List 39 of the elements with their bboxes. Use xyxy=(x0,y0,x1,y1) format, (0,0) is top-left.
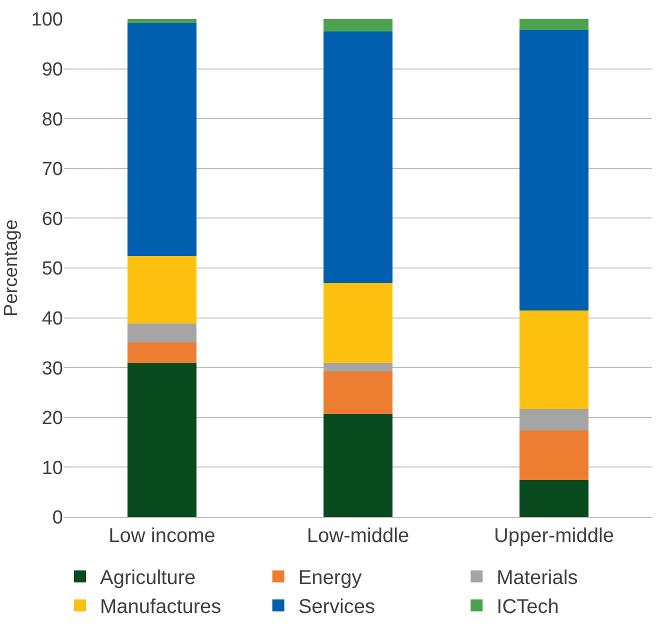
legend-label: Services xyxy=(298,596,376,618)
y-tick-label: 40 xyxy=(42,308,63,330)
y-tick-label: 90 xyxy=(42,59,63,80)
legend-label: Manufactures xyxy=(100,596,222,618)
legend-label: Agriculture xyxy=(100,567,196,590)
bar xyxy=(520,480,588,517)
x-tick-label: Low-middle xyxy=(306,525,410,547)
y-axis-title: Percentage xyxy=(1,219,22,317)
bar xyxy=(520,30,588,310)
bar xyxy=(324,363,392,372)
y-tick-label: 80 xyxy=(42,109,63,130)
y-tick-label: 20 xyxy=(42,408,63,430)
bar xyxy=(128,256,196,324)
bar xyxy=(128,342,196,364)
x-tick-label: Upper-middle xyxy=(494,525,614,547)
bar xyxy=(128,363,196,517)
legend-label: ICTech xyxy=(496,596,559,618)
y-tick-label: 10 xyxy=(42,458,63,479)
y-tick-label: 50 xyxy=(42,258,63,280)
y-tick-label: 0 xyxy=(52,508,63,529)
bar xyxy=(324,19,392,32)
bar xyxy=(128,22,196,256)
bar xyxy=(128,19,196,23)
bar xyxy=(520,430,588,480)
bar xyxy=(324,414,392,517)
y-tick-label: 70 xyxy=(42,159,63,180)
bar xyxy=(520,19,588,30)
bar xyxy=(128,323,196,343)
bar xyxy=(324,282,392,364)
legend-label: Energy xyxy=(298,567,362,590)
x-tick-label: Low income xyxy=(108,525,216,547)
bar xyxy=(520,408,588,430)
bar xyxy=(520,310,588,409)
legend-label: Materials xyxy=(496,567,578,590)
y-tick-label: 60 xyxy=(42,208,63,230)
y-tick-label: 100 xyxy=(31,10,63,31)
y-tick-label: 30 xyxy=(42,358,63,380)
bar xyxy=(324,372,392,414)
bar xyxy=(324,31,392,283)
